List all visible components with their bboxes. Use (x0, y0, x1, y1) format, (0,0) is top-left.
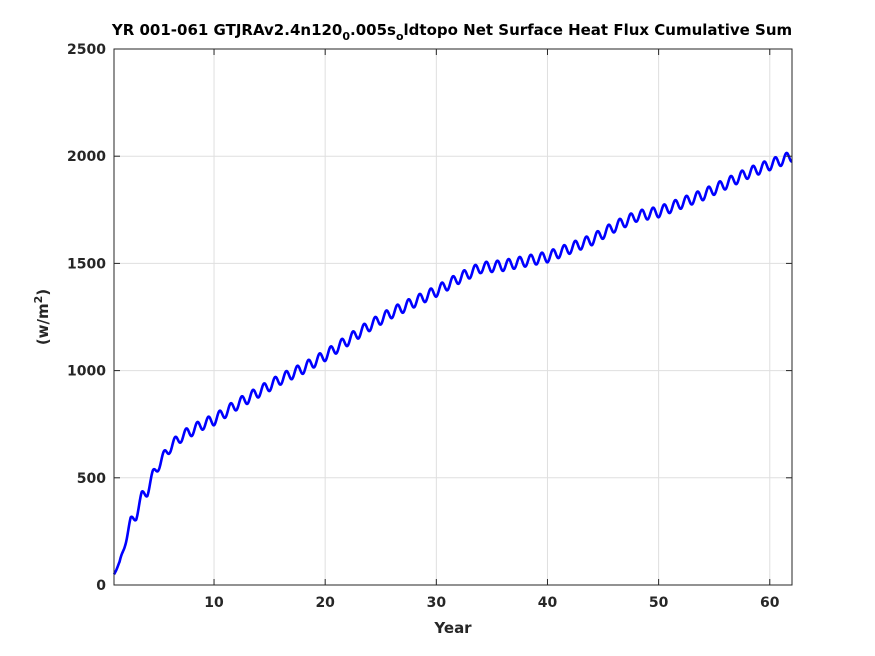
plot-frame (113, 48, 793, 586)
y-tick-label: 500 (77, 471, 106, 487)
chart-title: YR 001-061 GTJRAv2.4n1200.005soldtopo Ne… (111, 21, 792, 43)
x-tick-label: 40 (538, 595, 558, 611)
y-tick-label: 2500 (67, 42, 106, 58)
x-tick-label: 50 (649, 595, 669, 611)
series-line-1 (112, 151, 794, 576)
x-tick-label: 10 (204, 595, 224, 611)
x-axis-label: Year (433, 619, 472, 637)
ticks (114, 48, 792, 586)
x-tick-label: 60 (760, 595, 780, 611)
y-tick-label: 0 (96, 578, 106, 594)
y-tick-label: 1000 (67, 364, 106, 380)
y-axis-label: (w/m2) (32, 289, 52, 345)
x-tick-label: 20 (315, 595, 335, 611)
y-tick-label: 2000 (67, 149, 106, 165)
x-tick-label: 30 (427, 595, 447, 611)
tick-labels: 10 20 30 40 50 60 0 500 1000 1500 2000 2500 (67, 42, 780, 611)
y-tick-label: 1500 (67, 256, 106, 272)
plot-area (114, 49, 792, 585)
grid (114, 49, 792, 585)
series-layer (112, 151, 794, 576)
